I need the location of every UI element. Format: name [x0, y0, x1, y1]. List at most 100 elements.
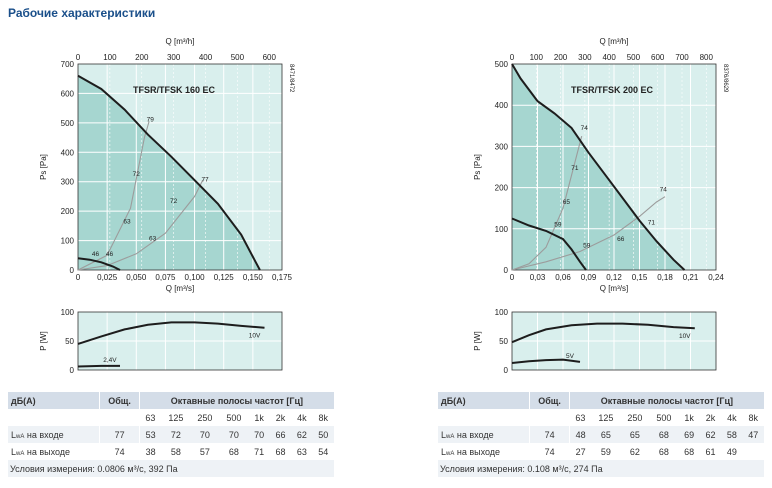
row-label-outlet: LwA на выходе — [438, 443, 530, 460]
total-cell: 77 — [99, 426, 140, 443]
power-plot-frame — [77, 311, 283, 371]
power-curve — [77, 364, 120, 368]
bands-header: Октавные полосы частот [Гц] — [569, 392, 764, 409]
fan-curve — [77, 74, 261, 271]
freq-cell: 500 — [649, 409, 679, 426]
fan-curve — [511, 217, 587, 271]
x2-axis-label: Q [m³/h] — [600, 37, 629, 46]
sound-level-label: 65 — [563, 199, 571, 206]
value-cell: 71 — [248, 443, 270, 460]
value-cell: 65 — [620, 426, 650, 443]
power-curve — [511, 358, 581, 364]
x2-tick-label: 200 — [554, 53, 568, 62]
x2-tick-label: 200 — [135, 53, 149, 62]
row-label-inlet: LwA на входе — [8, 426, 100, 443]
power-y-axis-label: P [W] — [473, 331, 482, 350]
row-label-outlet: LwA на выходе — [8, 443, 100, 460]
value-cell: 63 — [291, 443, 313, 460]
y-axis-label: Ps [Pa] — [39, 154, 48, 180]
freq-cell: 4k — [721, 409, 743, 426]
x-tick-label: 0 — [76, 273, 81, 282]
x2-tick-label: 500 — [231, 53, 245, 62]
x2-tick-label: 300 — [167, 53, 181, 62]
value-cell: 68 — [269, 443, 292, 460]
x-tick-label: 0,12 — [606, 273, 622, 282]
system-curve — [77, 179, 204, 271]
y-tick-label: 500 — [495, 60, 509, 69]
value-cell: 62 — [620, 443, 650, 460]
value-cell: 59 — [591, 443, 621, 460]
y-tick-label: 400 — [495, 101, 509, 110]
sound-level-label: 59 — [554, 222, 562, 229]
x2-tick-label: 100 — [103, 53, 117, 62]
value-cell: 54 — [312, 443, 334, 460]
power-curve-label: 10V — [679, 333, 691, 340]
x-tick-label: 0 — [510, 273, 515, 282]
sound-level-label: 79 — [147, 116, 155, 123]
model-title: TFSR/TFSK 200 EC — [571, 85, 654, 95]
bands-header: Октавные полосы частот [Гц] — [139, 392, 334, 409]
sound-level-label: 74 — [581, 125, 589, 132]
freq-cell: 2k — [269, 409, 292, 426]
power-y-tick-label: 0 — [504, 366, 509, 375]
x-tick-label: 0,075 — [155, 273, 176, 282]
total-cell: 74 — [529, 426, 570, 443]
plot-frame — [511, 63, 717, 271]
x-tick-label: 0,050 — [126, 273, 147, 282]
page-title: Рабочие характеристики — [8, 6, 156, 20]
value-cell: 68 — [678, 443, 700, 460]
total-header: Общ. — [99, 392, 140, 409]
x2-tick-label: 400 — [602, 53, 616, 62]
power-curve-label: 10V — [249, 333, 261, 340]
value-cell: 57 — [190, 443, 220, 460]
x2-tick-label: 800 — [700, 53, 714, 62]
power-y-tick-label: 100 — [61, 308, 75, 317]
x-tick-label: 0,150 — [243, 273, 264, 282]
x-tick-label: 0,025 — [97, 273, 118, 282]
total-header: Общ. — [529, 392, 570, 409]
sound-level-label: 77 — [201, 177, 209, 184]
chart-1: 0 0,03 0,06 0,09 0,12 0,15 0,18 0,21 0,24 0 100 200… — [473, 37, 728, 375]
y-tick-label: 700 — [61, 60, 75, 69]
power-curve-label: 5V — [566, 353, 575, 360]
x-tick-label: 0,15 — [632, 273, 648, 282]
y-tick-label: 600 — [61, 89, 75, 98]
x2-tick-label: 400 — [199, 53, 213, 62]
value-cell: 68 — [649, 426, 679, 443]
x-axis-label: Q [m³/s] — [600, 284, 628, 293]
x2-tick-label: 600 — [651, 53, 665, 62]
x-axis-label: Q [m³/s] — [166, 284, 194, 293]
x-tick-label: 0,03 — [530, 273, 546, 282]
measurement-conditions: Условия измерения: 0.108 м³/с, 274 Па — [438, 460, 764, 477]
measurement-conditions: Условия измерения: 0.0806 м³/с, 392 Па — [8, 460, 334, 477]
sound-level-label: 71 — [571, 165, 579, 172]
value-cell: 58 — [161, 443, 191, 460]
sound-level-label: 71 — [648, 220, 656, 227]
value-cell: 69 — [678, 426, 700, 443]
y-tick-label: 0 — [504, 266, 509, 275]
x2-tick-label: 0 — [510, 53, 515, 62]
power-y-axis-label: P [W] — [39, 331, 48, 350]
y-tick-label: 200 — [495, 184, 509, 193]
x-tick-label: 0,125 — [214, 273, 235, 282]
value-cell: 66 — [269, 426, 292, 443]
x2-tick-label: 600 — [263, 53, 277, 62]
x-tick-label: 0,21 — [683, 273, 699, 282]
sound-level-label: 72 — [170, 198, 178, 205]
db-header: дБ(A) — [8, 392, 100, 409]
value-cell: 58 — [721, 426, 743, 443]
y-tick-label: 200 — [61, 207, 75, 216]
freq-cell: 8k — [312, 409, 334, 426]
row-label-inlet: LwA на входе — [438, 426, 530, 443]
y-tick-label: 100 — [61, 237, 75, 246]
fan-curve — [77, 257, 121, 271]
value-cell: 68 — [219, 443, 249, 460]
x2-tick-label: 700 — [675, 53, 689, 62]
octave-table-200: дБ(A) Общ. Октавные полосы частот [Гц] 6… — [438, 392, 764, 477]
y-tick-label: 500 — [61, 119, 75, 128]
system-curve — [511, 135, 583, 271]
freq-cell: 4k — [291, 409, 313, 426]
x2-tick-label: 100 — [530, 53, 544, 62]
power-y-tick-label: 50 — [65, 337, 74, 346]
